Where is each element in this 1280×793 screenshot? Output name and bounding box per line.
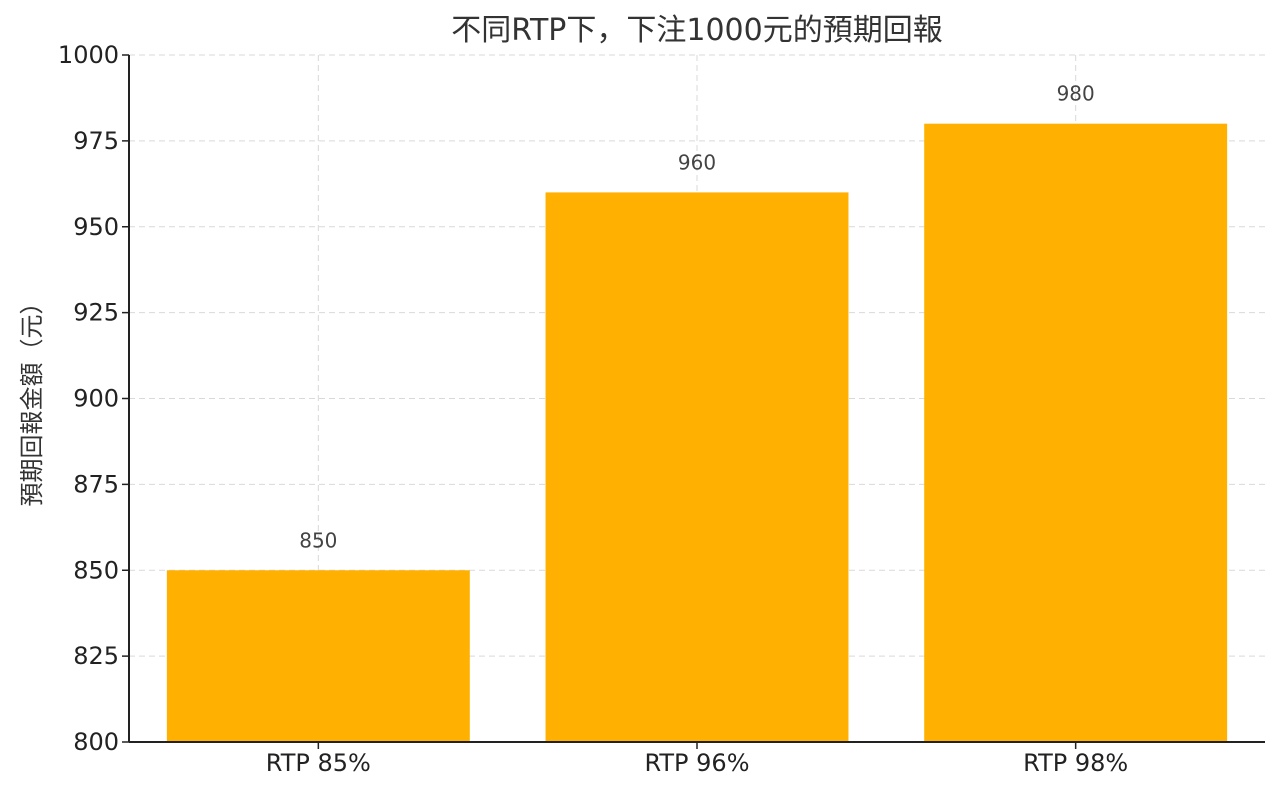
y-ticks: 800 825 850 875 900 925 950 975 1000	[58, 41, 129, 756]
x-ticks: RTP 85% RTP 96% RTP 98%	[266, 742, 1128, 777]
x-tick-label: RTP 85%	[266, 749, 371, 777]
y-tick-label: 850	[73, 556, 119, 584]
x-tick-label: RTP 96%	[644, 749, 749, 777]
y-tick-label: 975	[73, 127, 119, 155]
y-tick-label: 825	[73, 642, 119, 670]
bar	[545, 192, 849, 742]
y-tick-label: 800	[73, 728, 119, 756]
y-tick-label: 875	[73, 470, 119, 498]
bars	[166, 123, 1228, 742]
y-tick-label: 950	[73, 213, 119, 241]
x-tick-label: RTP 98%	[1023, 749, 1128, 777]
data-label: 960	[678, 150, 716, 174]
y-axis-label: 預期回報金額（元）	[18, 291, 46, 507]
data-labels: 850 960 980	[299, 82, 1095, 553]
chart-title: 不同RTP下，下注1000元的預期回報	[451, 13, 942, 48]
bar	[166, 570, 470, 742]
y-tick-label: 1000	[58, 41, 119, 69]
y-tick-label: 925	[73, 299, 119, 327]
data-label: 980	[1057, 82, 1095, 106]
y-tick-label: 900	[73, 385, 119, 413]
bar	[924, 123, 1228, 742]
data-label: 850	[299, 528, 337, 552]
